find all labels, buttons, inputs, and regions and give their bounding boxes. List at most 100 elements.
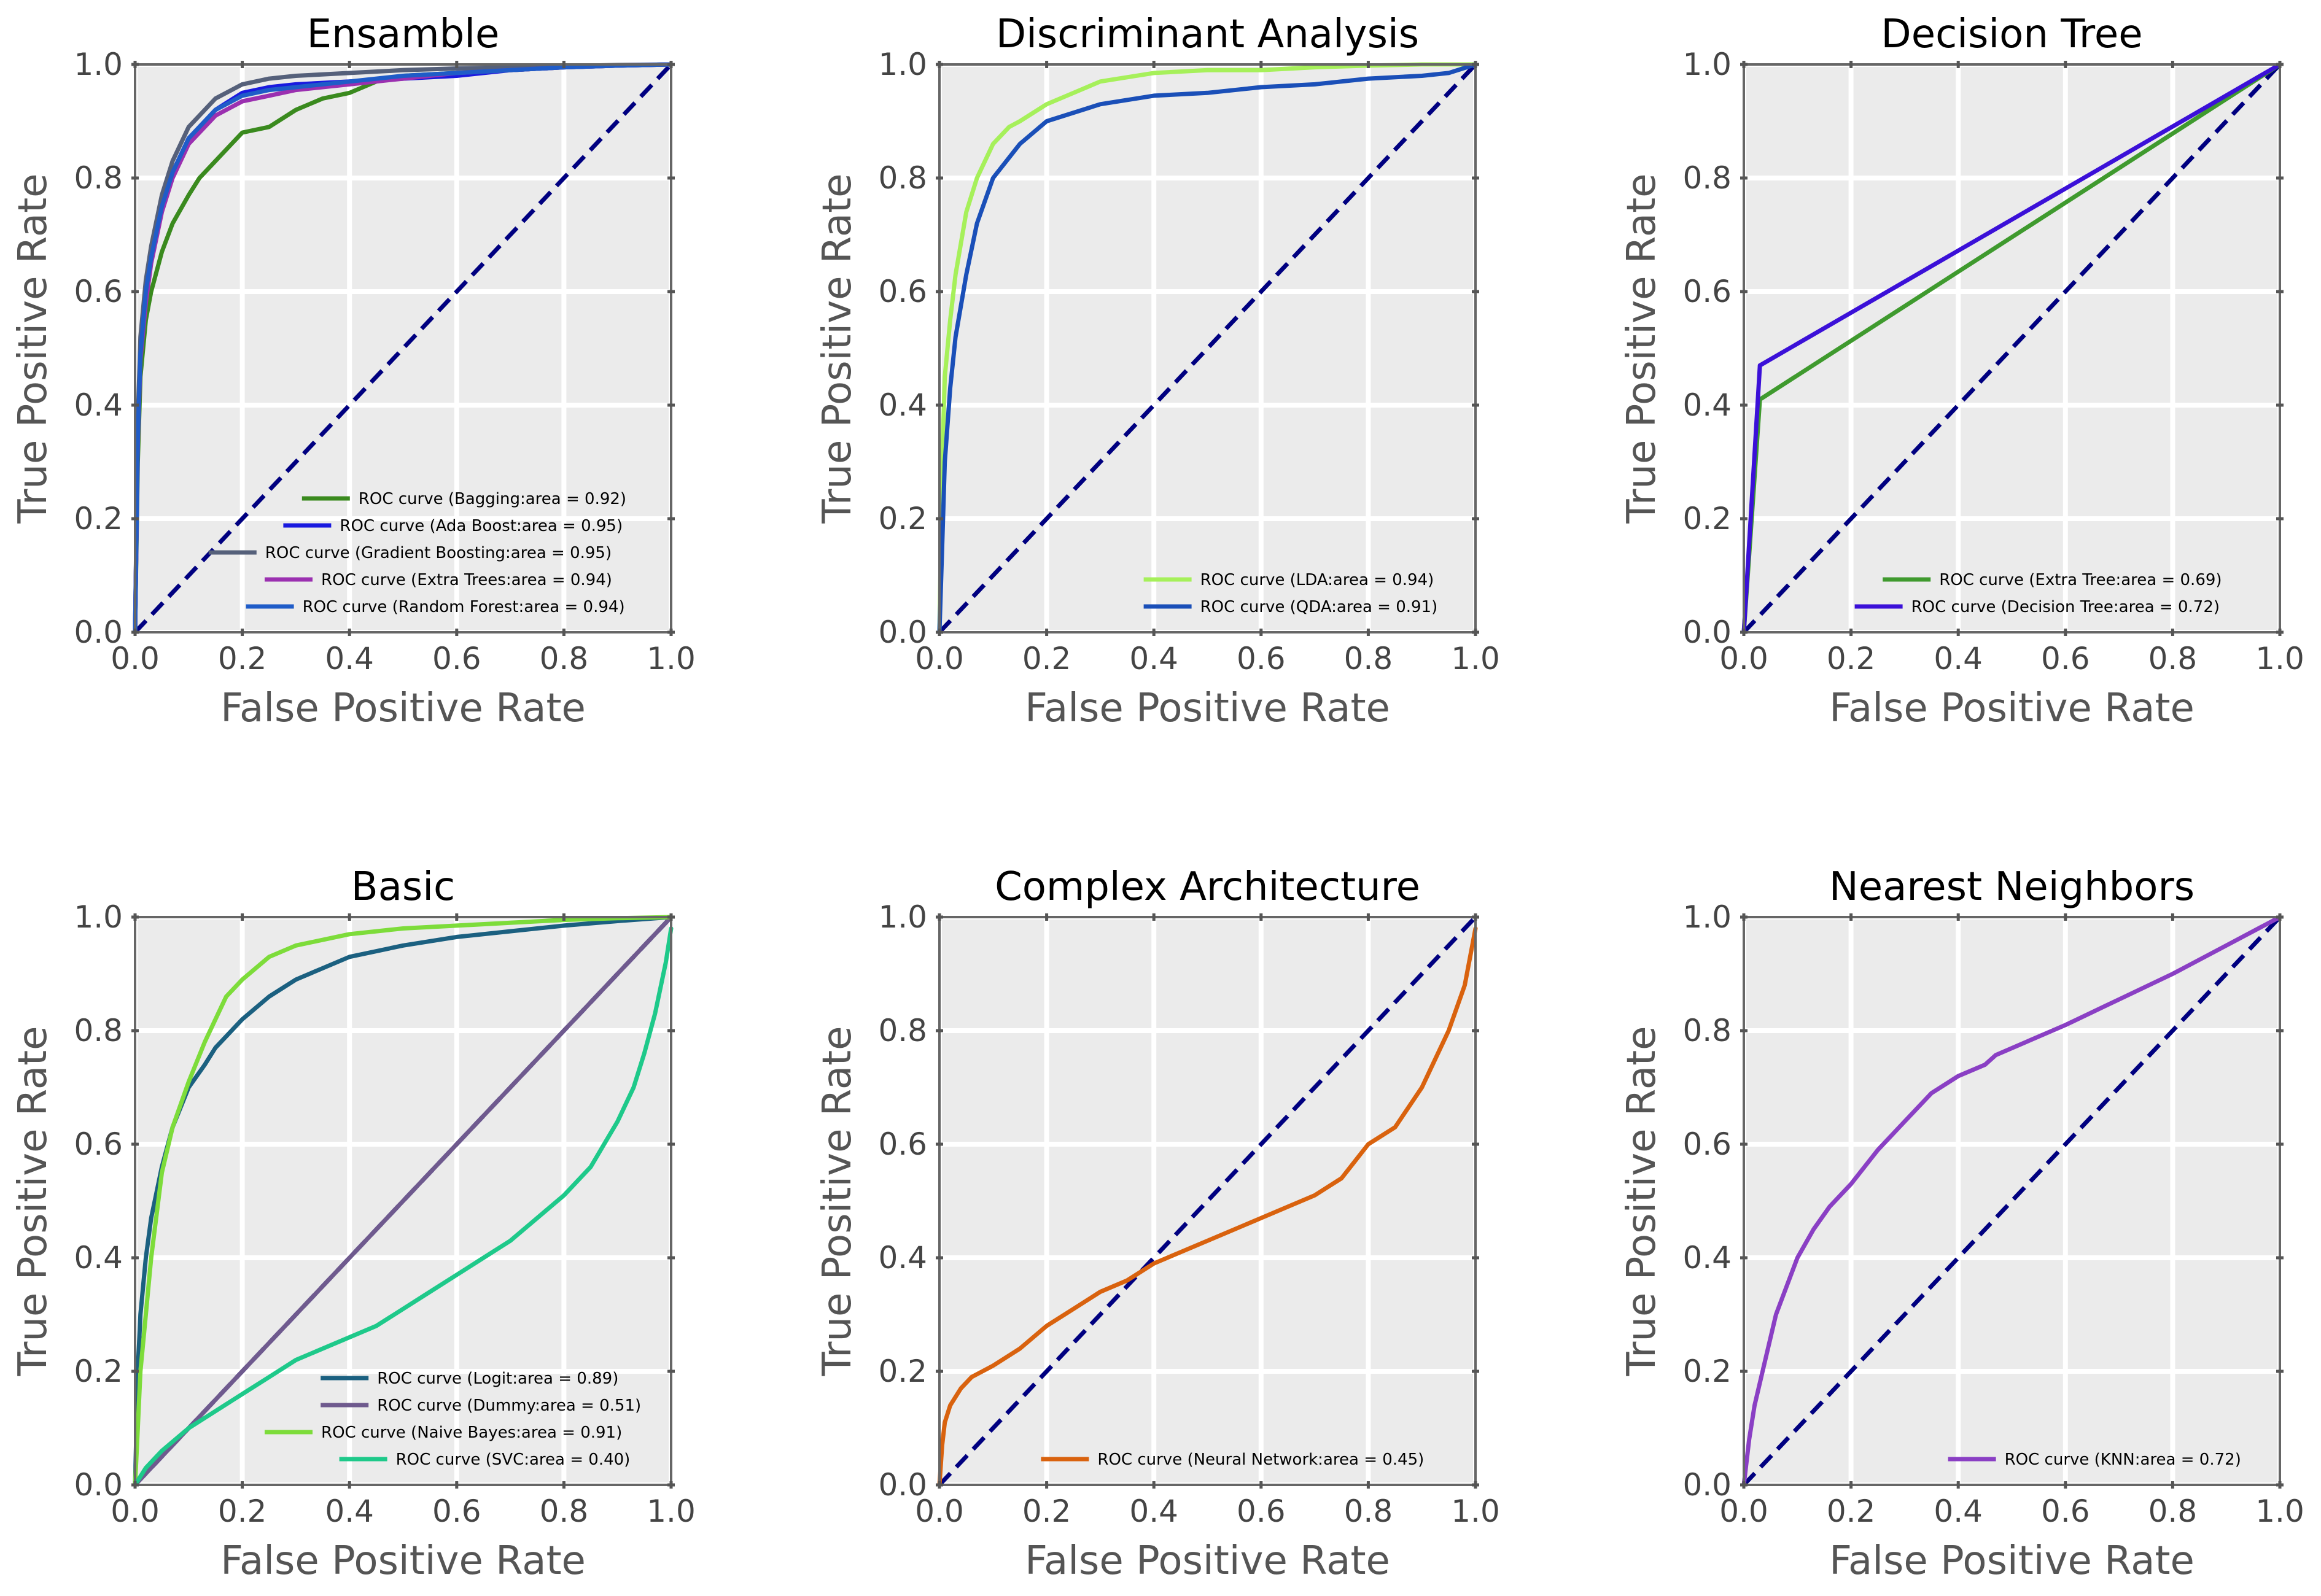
plot-frame — [938, 63, 1477, 633]
subplot-3: 0.0 0.2 0.4 0.6 0.8 1.0 0.0 0.2 0.4 0.6 0.8 1.0 Basi… — [10, 864, 696, 1584]
y-tick-label: 0.4 — [878, 387, 927, 423]
chart-title: Complex Architecture — [995, 864, 1420, 910]
series-line-1 — [1741, 62, 2282, 635]
series-line-0 — [937, 926, 1478, 1487]
legend-entry-0: ROC curve (Neural Network:area = 0.45) — [1097, 1451, 1424, 1469]
x-tick-label: 0.4 — [325, 641, 374, 676]
x-tick-label: 0.6 — [432, 1493, 481, 1529]
y-tick-label: 0.8 — [74, 160, 123, 196]
y-axis-label: True Positive Rate — [815, 173, 860, 524]
x-axis-label: False Positive Rate — [1025, 1538, 1390, 1584]
y-axis-label: True Positive Rate — [10, 173, 56, 524]
x-tick-label: 1.0 — [1451, 1493, 1500, 1529]
subplot-1: 0.0 0.2 0.4 0.6 0.8 1.0 0.0 0.2 0.4 0.6 0.8 1.0 Disc… — [815, 12, 1500, 731]
y-tick-label: 0.2 — [1682, 1354, 1732, 1389]
y-tick-label: 0.6 — [1682, 274, 1732, 309]
legend: ROC curve (Neural Network:area = 0.45) — [1041, 1451, 1424, 1469]
x-tick-label: 0.6 — [1237, 641, 1286, 676]
legend-entry-1: ROC curve (Dummy:area = 0.51) — [377, 1396, 641, 1415]
x-tick-label: 0.4 — [1129, 1493, 1178, 1529]
x-tick-label: 0.8 — [2148, 1493, 2198, 1529]
x-tick-label: 0.0 — [111, 1493, 160, 1529]
y-tick-label: 0.2 — [878, 501, 927, 537]
series-line-1 — [133, 915, 674, 1487]
chance-diagonal — [133, 63, 673, 634]
legend-entry-2: ROC curve (Gradient Boosting:area = 0.95… — [265, 544, 612, 562]
legend-entry-0: ROC curve (LDA:area = 0.94) — [1200, 571, 1434, 589]
x-tick-label: 0.6 — [2041, 641, 2090, 676]
x-tick-label: 1.0 — [647, 641, 696, 676]
chance-diagonal — [938, 63, 1477, 634]
y-tick-label: 0.4 — [1682, 1240, 1732, 1276]
chart-title: Decision Tree — [1881, 12, 2142, 57]
x-tick-label: 0.8 — [2148, 641, 2198, 676]
x-tick-label: 0.2 — [218, 641, 267, 676]
plot-frame — [938, 916, 1477, 1486]
y-tick-label: 0.2 — [878, 1354, 927, 1389]
y-tick-label: 1.0 — [878, 899, 927, 935]
y-tick-label: 1.0 — [1682, 899, 1732, 935]
y-axis-label: True Positive Rate — [815, 1026, 860, 1376]
x-axis-label: False Positive Rate — [1829, 1538, 2195, 1584]
chart-title: Ensamble — [307, 12, 500, 57]
y-axis-label: True Positive Rate — [10, 1026, 56, 1376]
y-tick-label: 0.0 — [74, 614, 123, 650]
y-tick-label: 0.8 — [878, 160, 927, 196]
x-tick-label: 0.2 — [1022, 1493, 1071, 1529]
y-tick-label: 0.6 — [878, 1126, 927, 1162]
legend-entry-1: ROC curve (QDA:area = 0.91) — [1200, 598, 1438, 616]
y-tick-label: 0.6 — [878, 274, 927, 309]
y-tick-label: 0.8 — [878, 1013, 927, 1048]
legend-entry-1: ROC curve (Decision Tree:area = 0.72) — [1911, 598, 2220, 616]
y-tick-label: 0.8 — [1682, 1013, 1732, 1048]
y-tick-label: 0.0 — [878, 1467, 927, 1503]
y-tick-label: 1.0 — [74, 899, 123, 935]
x-tick-label: 1.0 — [2255, 1493, 2304, 1529]
legend-entry-0: ROC curve (Extra Tree:area = 0.69) — [1939, 571, 2222, 589]
x-tick-label: 0.2 — [1022, 641, 1071, 676]
x-tick-label: 0.0 — [1719, 1493, 1768, 1529]
x-axis-label: False Positive Rate — [1025, 686, 1390, 731]
y-tick-label: 0.8 — [1682, 160, 1732, 196]
x-tick-label: 0.4 — [1934, 1493, 1983, 1529]
subplot-2: 0.0 0.2 0.4 0.6 0.8 1.0 0.0 0.2 0.4 0.6 0.8 1.0 Deci… — [1619, 12, 2304, 731]
legend: ROC curve (Extra Tree:area = 0.69) ROC cu… — [1854, 571, 2222, 616]
y-tick-label: 0.8 — [74, 1013, 123, 1048]
legend: ROC curve (Bagging:area = 0.92) ROC curve… — [208, 490, 626, 616]
chance-diagonal — [1742, 915, 2282, 1487]
y-tick-label: 0.6 — [74, 274, 123, 309]
x-tick-label: 0.0 — [915, 1493, 964, 1529]
series-line-0 — [937, 62, 1478, 635]
x-tick-label: 0.4 — [1129, 641, 1178, 676]
legend-entry-0: ROC curve (KNN:area = 0.72) — [2005, 1451, 2241, 1469]
x-tick-label: 0.4 — [325, 1493, 374, 1529]
y-axis-label: True Positive Rate — [1619, 173, 1665, 524]
x-tick-label: 1.0 — [2255, 641, 2304, 676]
x-tick-label: 0.6 — [2041, 1493, 2090, 1529]
x-tick-label: 0.6 — [1237, 1493, 1286, 1529]
x-tick-label: 0.8 — [1344, 641, 1393, 676]
x-axis-label: False Positive Rate — [220, 686, 586, 731]
legend-entry-4: ROC curve (Random Forest:area = 0.94) — [303, 598, 625, 616]
x-tick-label: 0.8 — [540, 641, 589, 676]
x-tick-label: 1.0 — [1451, 641, 1500, 676]
legend-entry-0: ROC curve (Logit:area = 0.89) — [377, 1369, 618, 1388]
y-tick-label: 0.0 — [1682, 614, 1732, 650]
y-tick-label: 0.0 — [1682, 1467, 1732, 1503]
x-tick-label: 0.8 — [1344, 1493, 1393, 1529]
legend-entry-2: ROC curve (Naive Bayes:area = 0.91) — [321, 1424, 622, 1442]
x-tick-label: 0.0 — [1719, 641, 1768, 676]
x-axis-label: False Positive Rate — [1829, 686, 2195, 731]
subplot-5: 0.0 0.2 0.4 0.6 0.8 1.0 0.0 0.2 0.4 0.6 0.8 1.0 Near… — [1619, 864, 2304, 1584]
y-tick-label: 1.0 — [74, 47, 123, 82]
y-tick-label: 1.0 — [878, 47, 927, 82]
chance-diagonal — [1742, 63, 2282, 634]
series-line-2 — [133, 915, 674, 1487]
legend: ROC curve (KNN:area = 0.72) — [1948, 1451, 2241, 1469]
series-line-0 — [133, 915, 674, 1487]
plot-frame — [134, 63, 672, 633]
x-tick-label: 0.0 — [915, 641, 964, 676]
x-tick-label: 0.2 — [218, 1493, 267, 1529]
x-tick-label: 0.2 — [1827, 641, 1876, 676]
